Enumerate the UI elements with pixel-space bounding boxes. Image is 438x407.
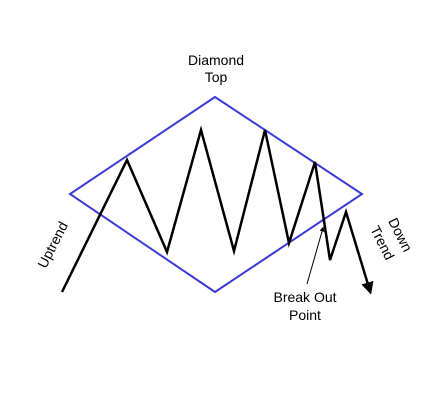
diamond-outline xyxy=(68,95,364,294)
breakout-pointer-arrow xyxy=(306,226,325,285)
breakout-label-line1: Break Out xyxy=(273,289,336,305)
uptrend-label: Uptrend xyxy=(34,219,71,271)
diamond-top-title-line2: Top xyxy=(205,69,228,85)
diamond-top-title-line1: Diamond xyxy=(188,52,244,68)
price-line xyxy=(60,125,374,295)
breakout-label-line2: Point xyxy=(289,307,321,323)
